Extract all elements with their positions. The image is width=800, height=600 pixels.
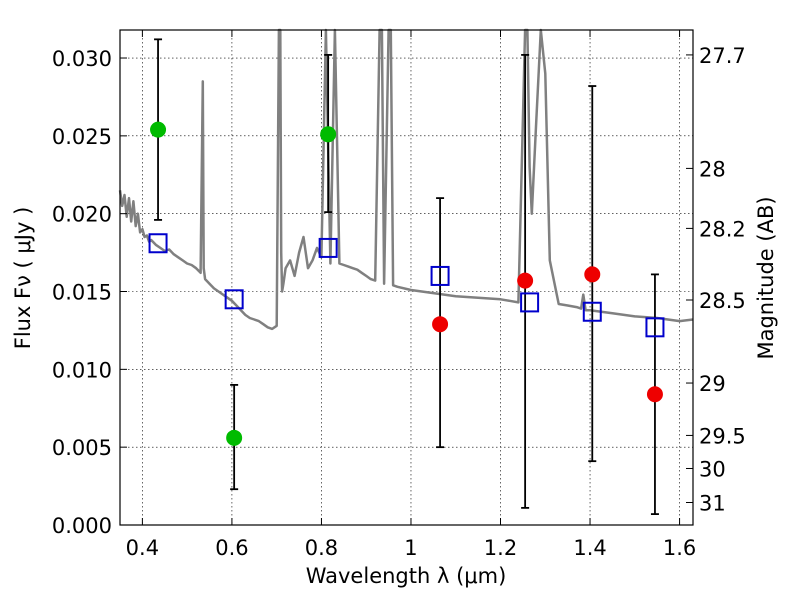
- x-tick-label: 1.6: [663, 536, 696, 560]
- red-point: [517, 272, 534, 289]
- y2-tick-label: 31: [699, 492, 726, 516]
- model-square: [318, 237, 338, 258]
- x-tick-label: 0.8: [305, 536, 338, 560]
- model-square: [520, 292, 540, 313]
- y-tick-label: 0.030: [52, 47, 112, 71]
- green-point: [320, 126, 337, 143]
- green-point: [150, 121, 167, 138]
- y-tick-label: 0.020: [52, 203, 112, 227]
- model-square: [582, 301, 602, 322]
- x-axis-label: Wavelength λ (μm): [306, 564, 507, 588]
- y-axis-label: Flux Fν ( μJy ): [11, 207, 35, 350]
- tick-labels: 0.4 0.6 0.8 1 1.2 1.4 1.6 0.000 0.005 0.010 0.015 0…: [52, 44, 746, 560]
- x-tick-label: 0.4: [126, 536, 159, 560]
- ticks: [120, 30, 693, 526]
- x-tick-label: 1.2: [484, 536, 517, 560]
- plot-frame: [119, 29, 694, 526]
- y-tick-label: 0.025: [52, 125, 112, 149]
- y2-tick-label: 30: [699, 457, 726, 481]
- x-tick-label: 1: [404, 536, 417, 560]
- model-square: [224, 289, 244, 310]
- y2-tick-label: 27.7: [699, 44, 746, 68]
- green-point: [226, 429, 243, 446]
- y2-tick-label: 29: [699, 372, 726, 396]
- red-point: [646, 386, 663, 403]
- x-tick-label: 0.6: [215, 536, 248, 560]
- model-square: [430, 265, 450, 286]
- model-square: [645, 317, 665, 338]
- red-point: [432, 316, 449, 333]
- y2-tick-label: 29.5: [699, 424, 746, 448]
- marker-layer: [148, 121, 665, 446]
- y-tick-label: 0.000: [52, 514, 112, 538]
- y2-axis-label: Magnitude (AB): [754, 196, 778, 359]
- y-tick-label: 0.005: [52, 436, 112, 460]
- y2-tick-label: 28.5: [699, 289, 746, 313]
- y-tick-label: 0.015: [52, 281, 112, 305]
- y2-tick-label: 28.2: [699, 217, 746, 241]
- y2-tick-label: 28: [699, 157, 726, 181]
- model-square: [148, 233, 168, 254]
- red-point: [584, 266, 601, 283]
- x-tick-label: 1.4: [573, 536, 606, 560]
- y-tick-label: 0.010: [52, 358, 112, 382]
